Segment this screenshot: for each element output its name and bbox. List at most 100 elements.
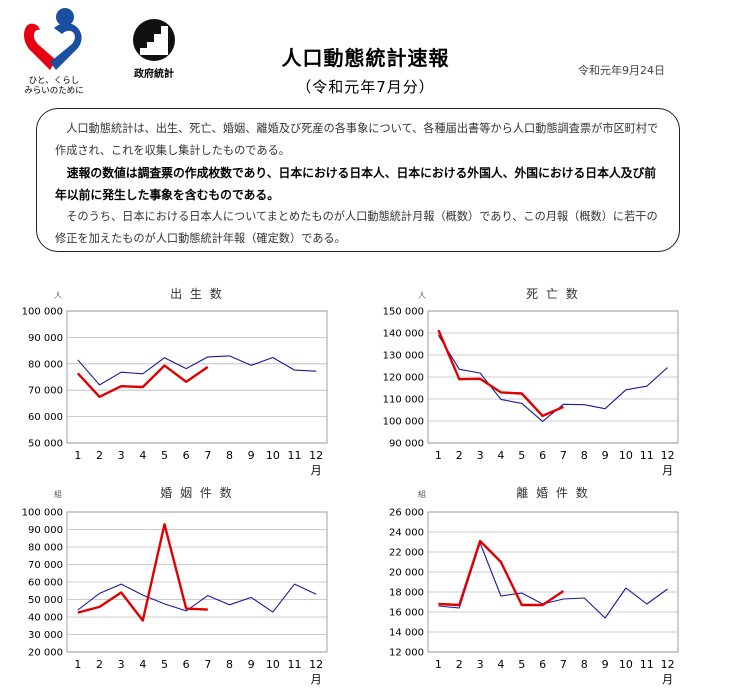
death-x-tick-label: 5	[518, 449, 525, 462]
divorce-x-tick-label: 8	[581, 658, 588, 671]
birth-x-axis-label: 月	[311, 464, 322, 477]
marriage-x-tick-label: 10	[266, 658, 280, 671]
notice-paragraph-1: 人口動態統計は、出生、死亡、婚姻、離婚及び死産の各事象について、各種届出書等から…	[55, 122, 659, 157]
birth-x-tick-label: 10	[266, 449, 280, 462]
marriage-y-tick-label: 100 000	[22, 508, 63, 519]
logo-stat-text: 政府統計	[134, 67, 174, 80]
divorce-y-tick-label: 22 000	[389, 548, 424, 559]
birth-y-tick-label: 90 000	[28, 333, 63, 344]
marriage-y-tick-label: 40 000	[28, 613, 63, 624]
logo-text-2: みらいのために	[24, 86, 84, 94]
divorce-chart-unit: 組	[418, 489, 426, 499]
divorce-x-tick-label: 10	[619, 658, 633, 671]
divorce-y-tick-label: 24 000	[389, 528, 424, 539]
divorce-y-tick-label: 12 000	[389, 648, 424, 659]
death-x-tick-label: 2	[456, 449, 463, 462]
publication-date: 令和元年9月24日	[578, 64, 665, 77]
marriage-y-tick-label: 20 000	[28, 648, 63, 659]
death-y-tick-label: 90 000	[389, 439, 424, 450]
birth-y-tick-label: 100 000	[22, 307, 63, 318]
divorce-x-tick-label: 9	[602, 658, 609, 671]
marriage-x-tick-label: 1	[74, 658, 81, 671]
divorce-chart-title: 離 婚 件 数	[516, 485, 589, 500]
government-statistics-logo: 政府統計	[133, 19, 175, 80]
marriage-previous-year-line	[77, 583, 317, 613]
marriage-y-tick-label: 50 000	[28, 595, 63, 606]
marriage-y-tick-label: 60 000	[28, 578, 63, 589]
divorce-plot-area	[427, 511, 679, 653]
divorce-x-tick-label: 3	[477, 658, 484, 671]
birth-x-tick-label: 3	[118, 449, 125, 462]
birth-x-tick-label: 7	[204, 449, 211, 462]
divorce-previous-year-line	[438, 542, 668, 619]
death-current-year-line	[437, 329, 564, 418]
death-x-tick-label: 11	[640, 449, 654, 462]
page-title: 人口動態統計速報	[281, 46, 450, 70]
logo-text-1: ひと、くらし	[29, 76, 79, 86]
marriage-x-tick-label: 6	[183, 658, 190, 671]
death-x-tick-label: 6	[539, 449, 546, 462]
death-x-tick-label: 8	[581, 449, 588, 462]
death-x-tick-label: 12	[661, 449, 675, 462]
marriage-y-tick-label: 30 000	[28, 630, 63, 641]
divorce-y-tick-label: 20 000	[389, 568, 424, 579]
divorce-y-tick-label: 26 000	[389, 508, 424, 519]
death-y-tick-label: 150 000	[383, 307, 424, 318]
marriage-x-tick-label: 12	[309, 658, 323, 671]
death-y-tick-label: 130 000	[383, 351, 424, 362]
death-chart-title: 死 亡 数	[526, 286, 580, 301]
divorce-y-tick-label: 16 000	[389, 608, 424, 619]
birth-previous-year-line	[77, 355, 317, 386]
birth-y-tick-label: 50 000	[28, 439, 63, 450]
divorce-x-tick-label: 7	[560, 658, 567, 671]
birth-x-tick-label: 2	[96, 449, 103, 462]
birth-chart-title: 出 生 数	[170, 286, 224, 301]
birth-y-tick-label: 70 000	[28, 386, 63, 397]
marriage-y-tick-label: 90 000	[28, 525, 63, 536]
death-x-tick-label: 7	[560, 449, 567, 462]
marriage-x-axis-label: 月	[311, 673, 322, 686]
birth-x-tick-label: 4	[139, 449, 146, 462]
notice-box: 人口動態統計は、出生、死亡、婚姻、離婚及び死産の各事象について、各種届出書等から…	[36, 108, 680, 252]
marriage-x-tick-label: 2	[96, 658, 103, 671]
divorce-x-tick-label: 1	[435, 658, 442, 671]
birth-x-tick-label: 11	[288, 449, 302, 462]
death-previous-year-line	[437, 334, 668, 422]
death-y-tick-label: 140 000	[383, 329, 424, 340]
marriage-chart-unit: 組	[54, 489, 62, 499]
divorce-x-tick-label: 5	[518, 658, 525, 671]
birth-y-tick-label: 60 000	[28, 412, 63, 423]
marriage-x-tick-label: 9	[248, 658, 255, 671]
birth-current-year-line	[76, 364, 209, 398]
marriage-chart-title: 婚 姻 件 数	[160, 485, 233, 500]
page-subtitle: （令和元年7月分）	[296, 78, 435, 96]
death-plot-area	[427, 310, 679, 444]
death-y-tick-label: 110 000	[383, 395, 424, 406]
marriage-x-tick-label: 5	[161, 658, 168, 671]
marriage-x-tick-label: 8	[226, 658, 233, 671]
divorce-x-axis-label: 月	[662, 673, 673, 686]
divorce-x-tick-label: 2	[456, 658, 463, 671]
divorce-current-year-line	[438, 539, 565, 607]
birth-x-tick-label: 1	[74, 449, 81, 462]
death-x-tick-label: 10	[619, 449, 633, 462]
birth-y-tick-label: 80 000	[28, 359, 63, 370]
marriage-plot-area	[66, 511, 328, 653]
marriage-y-tick-label: 70 000	[28, 560, 63, 571]
birth-x-tick-label: 6	[183, 449, 190, 462]
mhlw-logo: ひと、くらし みらいのために	[24, 8, 84, 94]
divorce-x-tick-label: 6	[539, 658, 546, 671]
birth-x-tick-label: 12	[309, 449, 323, 462]
notice-paragraph-2: 速報の数値は調査票の作成枚数であり、日本における日本人、日本における外国人、外国…	[55, 166, 657, 202]
marriage-x-tick-label: 11	[288, 658, 302, 671]
death-x-tick-label: 4	[497, 449, 504, 462]
birth-chart-unit: 人	[54, 291, 62, 300]
death-y-tick-label: 100 000	[383, 417, 424, 428]
divorce-y-tick-label: 18 000	[389, 588, 424, 599]
notice-paragraph-3: そのうち、日本における日本人についてまとめたものが人口動態統計月報（概数）であり…	[55, 210, 658, 245]
marriage-current-year-line	[77, 523, 208, 622]
death-x-tick-label: 3	[477, 449, 484, 462]
marriage-x-tick-label: 4	[139, 658, 146, 671]
divorce-y-tick-label: 14 000	[389, 628, 424, 639]
